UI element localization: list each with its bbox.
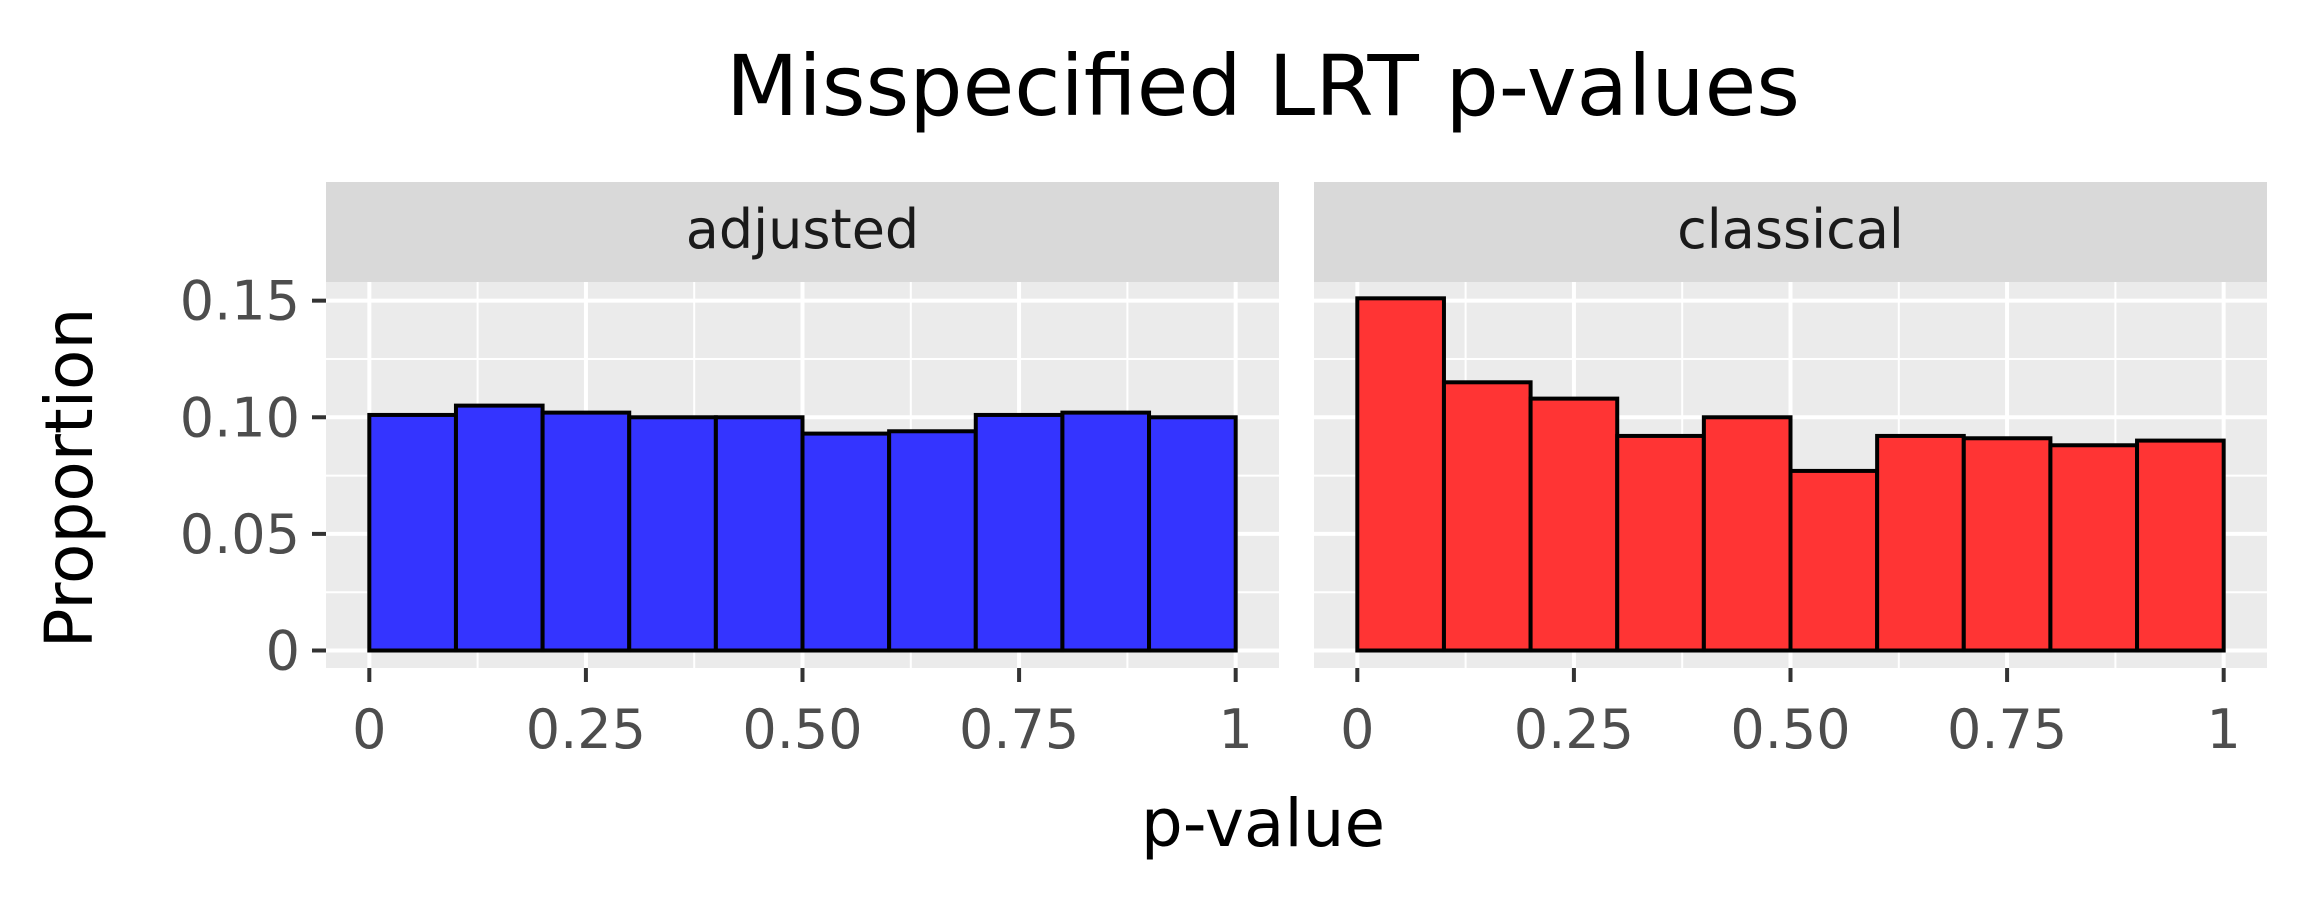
histogram-bar bbox=[1060, 410, 1152, 653]
x-tick-label: 1 bbox=[1219, 698, 1253, 761]
x-tick-label: 0 bbox=[1340, 698, 1374, 761]
facet-strip-label: classical bbox=[1677, 198, 1904, 261]
x-tick-label: 0 bbox=[352, 698, 386, 761]
histogram-bar bbox=[1147, 415, 1238, 653]
histogram-bar bbox=[2048, 443, 2140, 653]
facet-strip-label: adjusted bbox=[686, 198, 919, 261]
x-axis-title: p-value bbox=[1141, 785, 1385, 862]
y-tick-label: 0.05 bbox=[180, 503, 300, 566]
chart-title: Misspecified LRT p-values bbox=[726, 37, 1800, 135]
histogram-bar bbox=[887, 429, 978, 653]
x-tick-label: 0.25 bbox=[1514, 698, 1634, 761]
x-tick-label: 0.25 bbox=[526, 698, 646, 761]
x-tick-label: 0.75 bbox=[1947, 698, 2067, 761]
facet-strip bbox=[326, 182, 1279, 282]
histogram-bar bbox=[453, 403, 545, 653]
facet-panels: adjusted 0 0.25 0.50 0.75 1 0 0.05 0.10 0.15 class… bbox=[180, 182, 2267, 761]
x-tick-label: 1 bbox=[2207, 698, 2241, 761]
histogram-bar bbox=[1355, 296, 1446, 653]
y-tick-label: 0 bbox=[266, 620, 300, 683]
histogram-bar bbox=[800, 431, 892, 653]
histogram-bar bbox=[540, 410, 632, 653]
histogram-bar bbox=[973, 412, 1065, 653]
y-tick-label: 0.15 bbox=[180, 270, 300, 333]
histogram-bar bbox=[627, 415, 718, 653]
histogram-bar bbox=[2135, 438, 2226, 653]
histogram-bar bbox=[1441, 380, 1533, 653]
x-tick-label: 0.50 bbox=[1730, 698, 1850, 761]
histogram-bar bbox=[1701, 415, 1793, 653]
x-tick-label: 0.75 bbox=[959, 698, 1079, 761]
y-axis-title: Proportion bbox=[31, 308, 108, 649]
x-tick-label: 0.50 bbox=[742, 698, 862, 761]
histogram-bar bbox=[1961, 436, 2053, 653]
histogram-bar bbox=[1788, 468, 1880, 653]
facet-panel-classical: classical 0 0.25 0.50 0.75 1 bbox=[1314, 182, 2267, 761]
facet-panel-adjusted: adjusted 0 0.25 0.50 0.75 1 0 0.05 0.10 0.15 bbox=[180, 182, 1279, 761]
histogram-bar bbox=[713, 415, 805, 653]
histogram-bar bbox=[367, 412, 458, 653]
histogram-bar bbox=[1875, 433, 1966, 653]
histogram-bar bbox=[1615, 433, 1706, 653]
y-tick-label: 0.10 bbox=[180, 386, 300, 449]
facet-strip bbox=[1314, 182, 2267, 282]
histogram-bar bbox=[1528, 396, 1620, 653]
